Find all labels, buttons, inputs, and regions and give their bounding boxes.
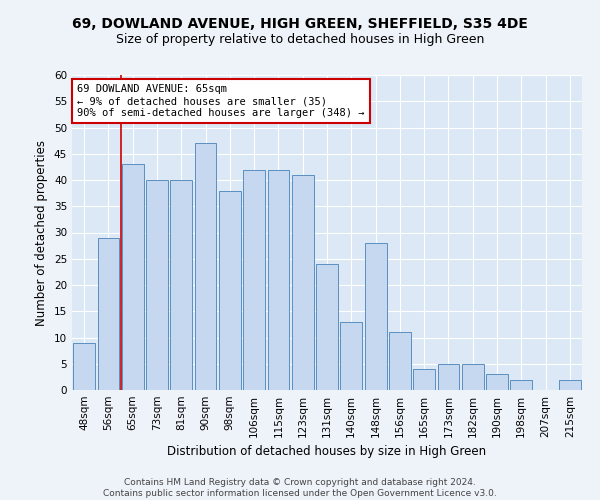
Bar	[559, 380, 581, 390]
Bar	[340, 322, 362, 390]
Bar	[292, 175, 314, 390]
Text: 69, DOWLAND AVENUE, HIGH GREEN, SHEFFIELD, S35 4DE: 69, DOWLAND AVENUE, HIGH GREEN, SHEFFIEL…	[72, 18, 528, 32]
Bar	[462, 364, 484, 390]
Text: 69 DOWLAND AVENUE: 65sqm
← 9% of detached houses are smaller (35)
90% of semi-de: 69 DOWLAND AVENUE: 65sqm ← 9% of detache…	[77, 84, 365, 117]
Y-axis label: Number of detached properties: Number of detached properties	[35, 140, 49, 326]
Bar	[146, 180, 168, 390]
Bar	[97, 238, 119, 390]
Bar	[437, 364, 460, 390]
Bar	[194, 143, 217, 390]
Text: Contains HM Land Registry data © Crown copyright and database right 2024.
Contai: Contains HM Land Registry data © Crown c…	[103, 478, 497, 498]
Bar	[268, 170, 289, 390]
Bar	[413, 369, 435, 390]
Bar	[73, 343, 95, 390]
Bar	[486, 374, 508, 390]
Text: Size of property relative to detached houses in High Green: Size of property relative to detached ho…	[116, 34, 484, 46]
Bar	[316, 264, 338, 390]
Bar	[170, 180, 192, 390]
Bar	[122, 164, 143, 390]
Bar	[243, 170, 265, 390]
Bar	[389, 332, 411, 390]
X-axis label: Distribution of detached houses by size in High Green: Distribution of detached houses by size …	[167, 446, 487, 458]
Bar	[365, 243, 386, 390]
Bar	[511, 380, 532, 390]
Bar	[219, 190, 241, 390]
